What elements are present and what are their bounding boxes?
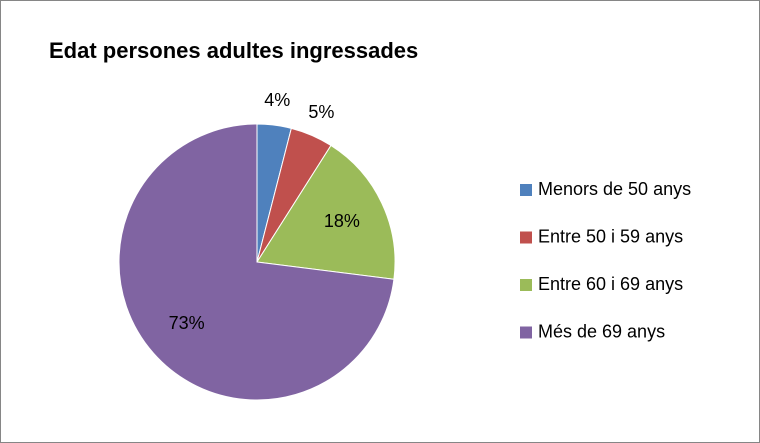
legend-swatch: [520, 184, 532, 196]
chart-title: Edat persones adultes ingressades: [49, 38, 418, 63]
data-label: 4%: [264, 90, 290, 110]
legend-label: Entre 60 i 69 anys: [538, 274, 683, 294]
legend-swatch: [520, 279, 532, 291]
pie-slice: [256, 144, 396, 280]
legend-swatch: [520, 326, 532, 339]
data-label: 5%: [308, 102, 334, 122]
legend-label: Entre 50 i 59 anys: [538, 226, 683, 246]
data-label: 18%: [324, 211, 360, 231]
legend-label: Menors de 50 anys: [538, 179, 691, 199]
data-label: 73%: [169, 313, 205, 333]
pie-slice: [118, 123, 395, 401]
legend-swatch: [520, 231, 532, 244]
legend-label: Més de 69 anys: [538, 321, 665, 341]
